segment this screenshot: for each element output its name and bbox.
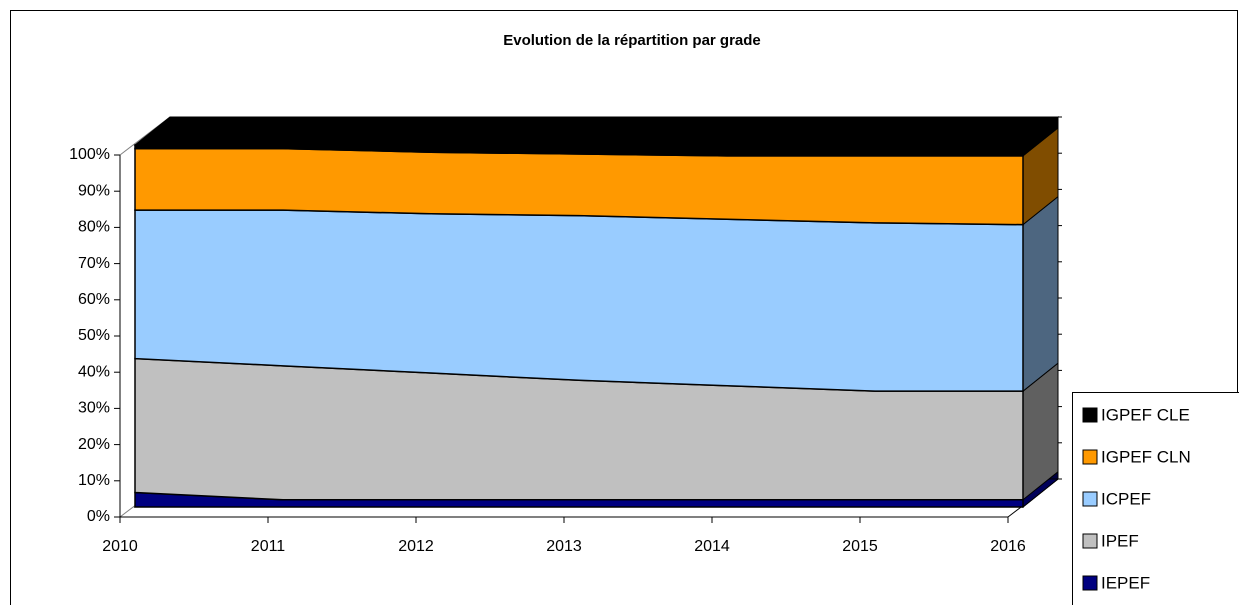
area-side [1022, 195, 1059, 393]
legend-label: IGPEF CLE [1101, 405, 1190, 424]
legend-swatch [1082, 533, 1098, 549]
plot-area: 0% 10% 20% 30% 40% 50% 60% 70% 80% 90% 100% 2010 201… [69, 115, 1062, 555]
area [134, 209, 1024, 392]
y-tick-label: 50% [78, 327, 110, 344]
y-tick-label: 80% [78, 219, 110, 236]
y-tick-label: 60% [78, 291, 110, 308]
legend-label: IEPEF [1101, 573, 1150, 592]
y-tick-label: 70% [78, 255, 110, 272]
y-tick-label: 10% [78, 472, 110, 489]
y-tick-label: 30% [78, 400, 110, 417]
legend-label: IGPEF CLN [1101, 447, 1191, 466]
chart-title: Evolution de la répartition par grade [503, 32, 761, 49]
y-tick-label: 90% [78, 182, 110, 199]
y-tick-label: 100% [69, 146, 110, 163]
x-tick-label: 2015 [842, 538, 878, 555]
legend-swatch [1082, 407, 1098, 423]
y-tick-label: 20% [78, 436, 110, 453]
legend-swatch [1082, 491, 1098, 507]
legend-swatch [1082, 449, 1098, 465]
y-tick-label: 0% [87, 508, 110, 525]
x-tick-label: 2013 [546, 538, 582, 555]
legend-swatch [1082, 575, 1098, 591]
legend-label: IPEF [1101, 531, 1139, 550]
legend: IGPEF CLE IGPEF CLN ICPEF IPEF IEPEF [1072, 392, 1239, 605]
x-tick-label: 2016 [990, 538, 1026, 555]
legend-box [1072, 392, 1239, 605]
x-tick-label: 2012 [398, 538, 434, 555]
area-top [133, 116, 1060, 146]
legend-label: ICPEF [1101, 489, 1151, 508]
x-tick-label: 2014 [694, 538, 730, 555]
x-tick-label: 2010 [102, 538, 138, 555]
x-tick-label: 2011 [251, 538, 286, 555]
area [134, 144, 1024, 157]
y-tick-label: 40% [78, 363, 110, 380]
